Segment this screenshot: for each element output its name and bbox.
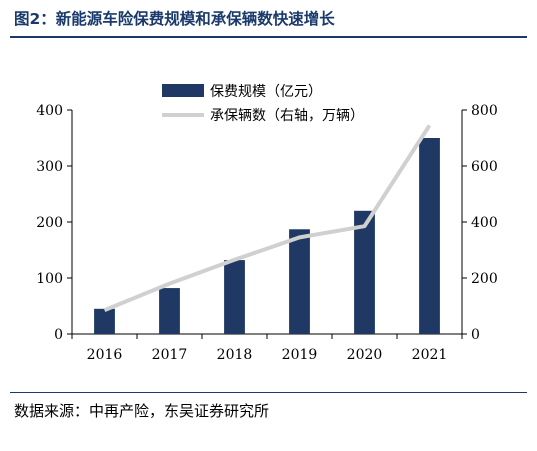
series-line — [103, 124, 432, 313]
y-right-tick-label: 800 — [471, 103, 498, 119]
chart-axes: 0 100 200 300 400 0 200 400 600 800 2016 2017 2018 20… — [36, 103, 497, 363]
legend: 保费规模（亿元） 承保辆数（右轴，万辆） — [162, 84, 364, 124]
y-left-tick-label: 100 — [36, 271, 63, 287]
legend-line-label: 承保辆数（右轴，万辆） — [210, 108, 364, 124]
figure-title: 图2：新能源车险保费规模和承保辆数快速增长 — [14, 10, 335, 28]
x-tick-label: 2016 — [87, 347, 123, 363]
x-tick-label: 2019 — [282, 347, 318, 363]
bar — [94, 308, 115, 334]
y-right-tick-label: 200 — [471, 271, 498, 287]
x-tick-label: 2021 — [412, 347, 448, 363]
y-right-tick-label: 0 — [471, 327, 480, 343]
title-rule — [10, 36, 527, 38]
x-tick-label: 2018 — [217, 347, 253, 363]
bar — [354, 210, 375, 334]
legend-bar-swatch — [162, 84, 204, 97]
legend-bar-label: 保费规模（亿元） — [210, 84, 322, 100]
bar — [159, 288, 180, 334]
footer-rule — [10, 392, 527, 393]
bar — [419, 138, 440, 334]
line-series — [103, 124, 432, 313]
x-tick-label: 2017 — [152, 347, 188, 363]
y-left-tick-label: 400 — [36, 103, 63, 119]
x-tick-label: 2020 — [347, 347, 383, 363]
chart: 0 100 200 300 400 0 200 400 600 800 2016 2017 2018 20… — [36, 84, 498, 363]
bar — [289, 229, 310, 334]
y-left-tick-label: 0 — [54, 327, 63, 343]
y-right-tick-label: 600 — [471, 159, 498, 175]
bar — [224, 260, 245, 334]
y-left-tick-label: 300 — [36, 159, 63, 175]
y-left-tick-label: 200 — [36, 215, 63, 231]
source-note: 数据来源：中再产险，东吴证券研究所 — [14, 402, 270, 420]
y-right-tick-label: 400 — [471, 215, 498, 231]
figure-title-row: 图2：新能源车险保费规模和承保辆数快速增长 — [14, 6, 523, 34]
bar-series — [94, 138, 440, 334]
